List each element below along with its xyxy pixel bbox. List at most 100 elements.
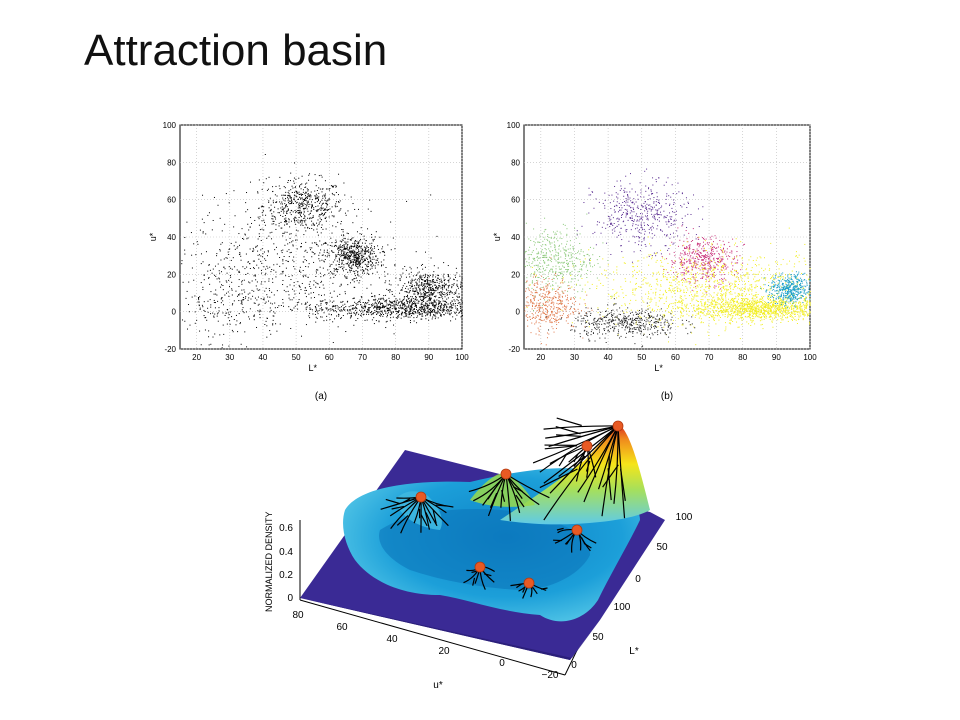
scatter-point	[364, 242, 366, 244]
scatter-point	[328, 272, 330, 274]
scatter-point	[323, 287, 325, 289]
scatter-point	[728, 298, 730, 300]
scatter-point	[321, 244, 323, 246]
scatter-point	[708, 334, 710, 336]
scatter-point	[311, 309, 313, 311]
scatter-point	[726, 251, 728, 253]
scatter-point	[298, 216, 300, 218]
scatter-point	[689, 262, 691, 264]
scatter-point	[358, 241, 360, 243]
scatter-point	[789, 277, 791, 279]
scatter-point	[702, 267, 704, 269]
scatter-point	[338, 263, 340, 265]
scatter-point	[435, 304, 437, 306]
scatter-point	[393, 305, 395, 307]
scatter-point	[355, 263, 357, 265]
scatter-point	[293, 266, 295, 268]
scatter-point	[223, 304, 225, 306]
scatter-point	[689, 260, 691, 262]
scatter-point	[329, 300, 331, 302]
scatter-point	[369, 253, 371, 255]
scatter-point	[295, 191, 297, 193]
scatter-point	[643, 202, 645, 204]
scatter-point	[362, 261, 364, 263]
scatter-point	[267, 267, 269, 269]
scatter-point	[374, 247, 376, 249]
scatter-point	[271, 303, 273, 305]
scatter-point	[384, 309, 386, 311]
scatter-point	[320, 227, 322, 229]
scatter-point	[299, 186, 301, 188]
scatter-point	[361, 252, 363, 254]
scatter-point	[405, 296, 407, 298]
scatter-point	[456, 308, 458, 310]
scatter-point	[269, 307, 271, 309]
scatter-point	[344, 275, 346, 277]
scatter-point	[414, 303, 416, 305]
scatter-point	[300, 193, 302, 195]
scatter-point	[438, 312, 440, 314]
scatter-point	[250, 181, 252, 183]
scatter-point	[707, 276, 709, 278]
scatter-point	[782, 258, 784, 260]
scatter-point	[359, 280, 361, 282]
scatter-point	[350, 239, 352, 241]
scatter-point	[292, 259, 294, 261]
scatter-point	[391, 308, 393, 310]
scatter-point	[759, 300, 761, 302]
scatter-point	[431, 318, 433, 320]
scatter-point	[314, 242, 316, 244]
scatter-point	[604, 199, 606, 201]
scatter-point	[401, 302, 403, 304]
scatter-point	[385, 312, 387, 314]
scatter-point	[378, 294, 380, 296]
scatter-point	[338, 258, 340, 260]
scatter-point	[387, 309, 389, 311]
scatter-point	[404, 303, 406, 305]
scatter-point	[261, 262, 263, 264]
scatter-point	[430, 308, 432, 310]
scatter-point	[316, 195, 318, 197]
scatter-point	[293, 297, 295, 299]
scatter-point	[338, 266, 340, 268]
scatter-point	[327, 254, 329, 256]
scatter-point	[219, 334, 221, 336]
scatter-point	[593, 207, 595, 209]
scatter-point	[764, 277, 766, 279]
scatter-point	[653, 272, 655, 274]
scatter-point	[286, 212, 288, 214]
scatter-point	[261, 212, 263, 214]
scatter-point	[367, 251, 369, 253]
scatter-point	[705, 286, 707, 288]
scatter-point	[610, 208, 612, 210]
scatter-point	[351, 261, 353, 263]
scatter-point	[361, 255, 363, 257]
scatter-point	[385, 280, 387, 282]
scatter-point	[208, 277, 210, 279]
scatter-point	[424, 295, 426, 297]
scatter-point	[707, 300, 709, 302]
scatter-point	[205, 233, 207, 235]
scatter-point	[618, 234, 620, 236]
scatter-point	[389, 320, 391, 322]
scatter-point	[608, 218, 610, 220]
scatter-point	[354, 255, 356, 257]
scatter-point	[617, 197, 619, 199]
scatter-point	[691, 268, 693, 270]
scatter-point	[299, 193, 301, 195]
scatter-point	[432, 288, 434, 290]
scatter-point	[752, 297, 754, 299]
scatter-point	[281, 201, 283, 203]
scatter-point	[219, 250, 221, 252]
scatter-point	[360, 257, 362, 259]
scatter-point	[258, 303, 260, 305]
scatter-point	[436, 287, 438, 289]
scatter-point	[648, 204, 650, 206]
scatter-point	[793, 294, 795, 296]
scatter-point	[691, 289, 693, 291]
scatter-point	[756, 265, 758, 267]
scatter-point	[371, 292, 373, 294]
scatter-point	[364, 258, 366, 260]
scatter-point	[453, 299, 455, 301]
scatter-point	[695, 295, 697, 297]
